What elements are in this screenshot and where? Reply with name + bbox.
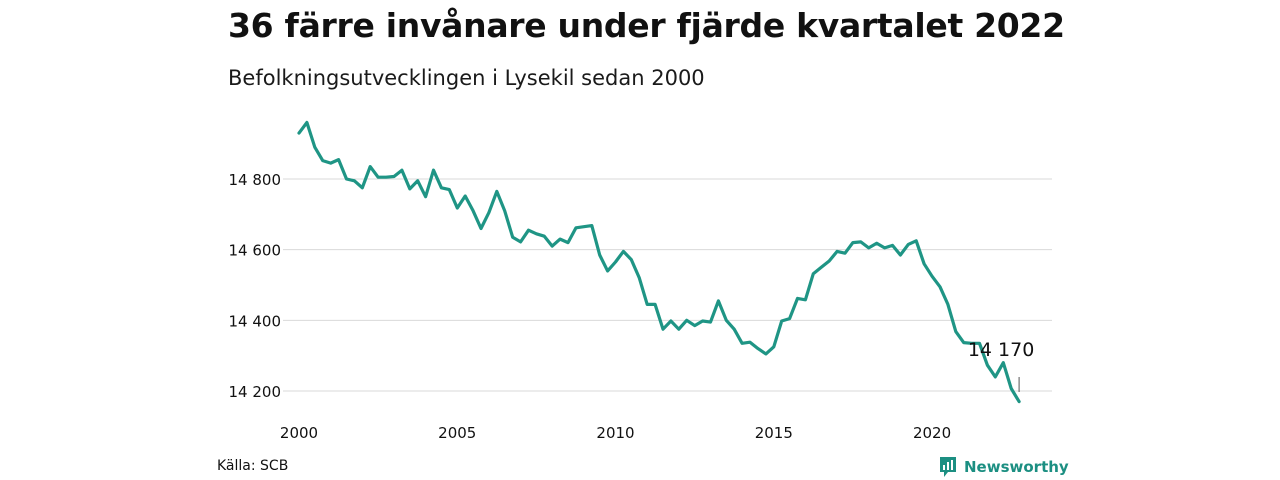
- y-axis-tick-labels: 14 200 14 400 14 600 14 800: [229, 171, 282, 401]
- chart-subtitle: Befolkningsutvecklingen i Lysekil sedan …: [228, 66, 705, 90]
- brand-name: Newsworthy: [964, 458, 1069, 476]
- x-tick-label: 2020: [913, 424, 951, 442]
- source-note: Källa: SCB: [217, 458, 289, 474]
- chart-title: 36 färre invånare under fjärde kvartalet…: [228, 6, 1065, 45]
- x-axis-tick-labels: 2000 2005 2010 2015 2020: [280, 424, 951, 442]
- y-tick-label: 14 600: [229, 242, 282, 260]
- annotation-label: 14 170: [968, 339, 1034, 361]
- y-tick-label: 14 400: [229, 312, 282, 330]
- population-series-line: [297, 120, 1021, 404]
- x-tick-label: 2000: [280, 424, 318, 442]
- y-tick-label: 14 800: [229, 171, 282, 189]
- x-tick-label: 2005: [438, 424, 476, 442]
- brand-logo[interactable]: Newsworthy: [938, 456, 1069, 478]
- newsworthy-logo-icon: [940, 457, 956, 477]
- x-tick-label: 2010: [596, 424, 634, 442]
- grid-lines: [283, 178, 1052, 392]
- x-tick-label: 2015: [755, 424, 793, 442]
- y-tick-label: 14 200: [229, 383, 282, 401]
